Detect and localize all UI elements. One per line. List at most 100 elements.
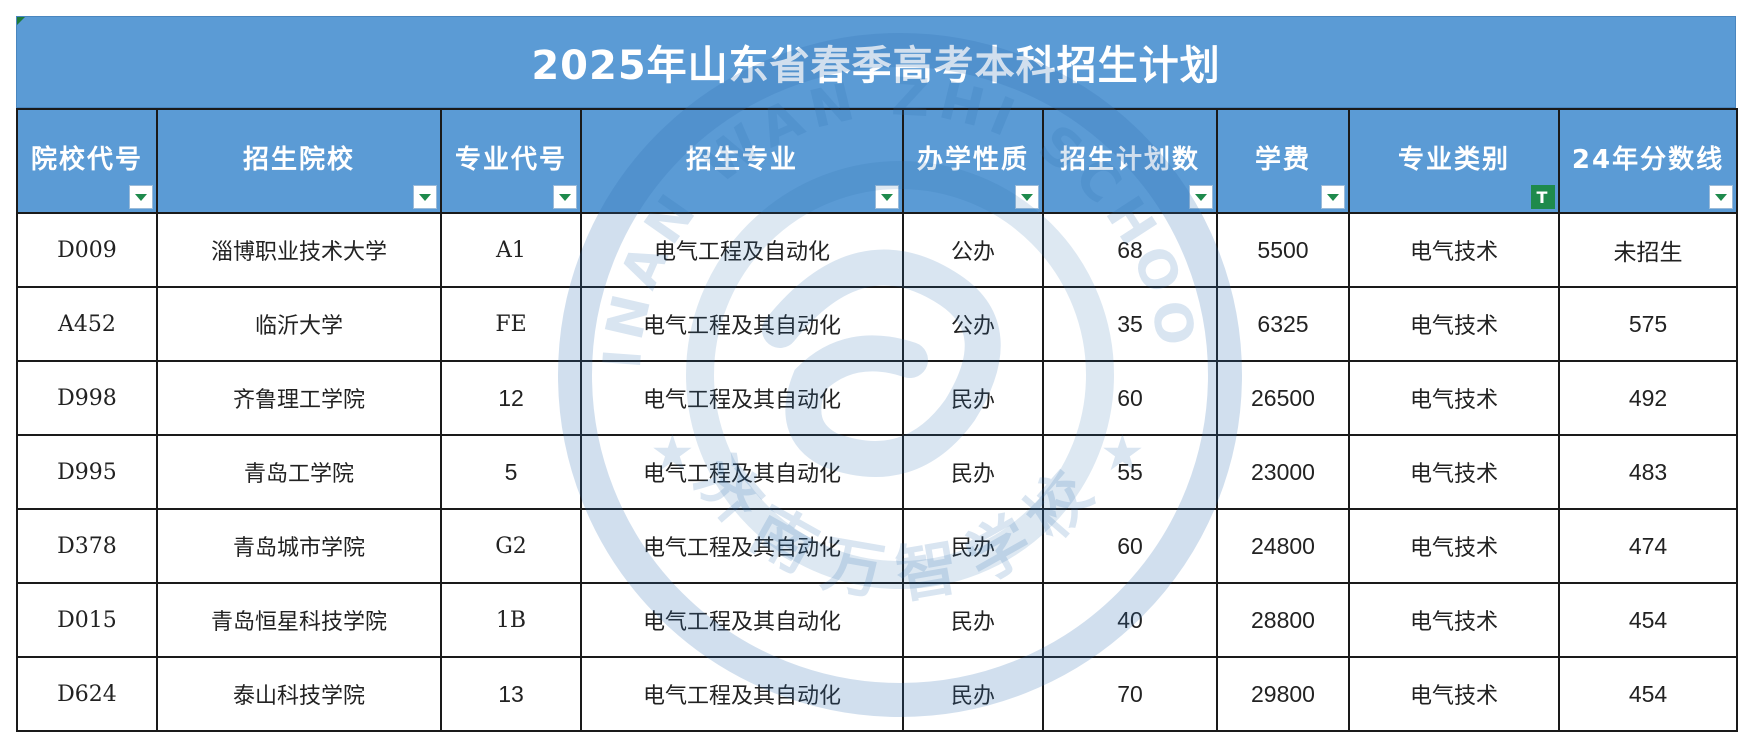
table-cell[interactable]: 青岛城市学院 bbox=[156, 508, 442, 584]
filter-dropdown-icon[interactable] bbox=[1321, 185, 1345, 209]
table-cell[interactable]: 24800 bbox=[1216, 508, 1350, 584]
table-cell[interactable]: 青岛工学院 bbox=[156, 434, 442, 510]
table-cell[interactable]: A452 bbox=[16, 286, 158, 362]
table-cell[interactable]: 电气技术 bbox=[1348, 360, 1560, 436]
table-cell[interactable]: 26500 bbox=[1216, 360, 1350, 436]
table-cell[interactable]: 55 bbox=[1042, 434, 1218, 510]
table-cell[interactable]: 公办 bbox=[902, 286, 1044, 362]
table-row: D624 泰山科技学院 13 电气工程及其自动化 民办 70 29800 电气技术 454 bbox=[16, 656, 1738, 732]
table-row: D015 青岛恒星科技学院 1B 电气工程及其自动化 民办 40 28800 电气技术 454 bbox=[16, 582, 1738, 658]
column-header-label: 专业代号 bbox=[454, 144, 567, 175]
table-cell[interactable]: 电气工程及自动化 bbox=[580, 212, 904, 288]
table-cell[interactable]: 民办 bbox=[902, 656, 1044, 732]
column-header: 专业代号 bbox=[440, 108, 582, 214]
filter-dropdown-icon[interactable] bbox=[875, 185, 899, 209]
column-header: 招生计划数 bbox=[1042, 108, 1218, 214]
filter-dropdown-icon[interactable] bbox=[1189, 185, 1213, 209]
table-cell[interactable]: 电气工程及其自动化 bbox=[580, 360, 904, 436]
table-cell[interactable]: 电气技术 bbox=[1348, 212, 1560, 288]
table-cell[interactable]: D998 bbox=[16, 360, 158, 436]
table-row: D009 淄博职业技术大学 A1 电气工程及自动化 公办 68 5500 电气技术 未招生 bbox=[16, 212, 1738, 288]
table-cell[interactable]: 29800 bbox=[1216, 656, 1350, 732]
table-row: D995 青岛工学院 5 电气工程及其自动化 民办 55 23000 电气技术 483 bbox=[16, 434, 1738, 510]
table-cell[interactable]: 淄博职业技术大学 bbox=[156, 212, 442, 288]
table-cell[interactable]: 电气技术 bbox=[1348, 434, 1560, 510]
table-cell[interactable]: 13 bbox=[440, 656, 582, 732]
table-cell[interactable]: D378 bbox=[16, 508, 158, 584]
column-header: 办学性质 bbox=[902, 108, 1044, 214]
table-cell[interactable]: 575 bbox=[1558, 286, 1738, 362]
column-header: 院校代号 bbox=[16, 108, 158, 214]
table-cell[interactable]: 70 bbox=[1042, 656, 1218, 732]
filter-dropdown-icon[interactable] bbox=[1015, 185, 1039, 209]
column-header-label: 招生专业 bbox=[685, 144, 798, 175]
table-cell[interactable]: 454 bbox=[1558, 582, 1738, 658]
column-header: 学费 bbox=[1216, 108, 1350, 214]
table-cell[interactable]: 电气工程及其自动化 bbox=[580, 434, 904, 510]
table-cell[interactable]: 民办 bbox=[902, 360, 1044, 436]
column-header: 招生院校 bbox=[156, 108, 442, 214]
table-cell[interactable]: 未招生 bbox=[1558, 212, 1738, 288]
table-cell[interactable]: 1B bbox=[440, 582, 582, 658]
table-row: D998 齐鲁理工学院 12 电气工程及其自动化 民办 60 26500 电气技术 492 bbox=[16, 360, 1738, 436]
sheet-title: 2025年山东省春季高考本科招生计划 bbox=[531, 43, 1221, 89]
table-cell[interactable]: 电气工程及其自动化 bbox=[580, 582, 904, 658]
table-cell[interactable]: 公办 bbox=[902, 212, 1044, 288]
table-cell[interactable]: FE bbox=[440, 286, 582, 362]
sheet-title-bar: 2025年山东省春季高考本科招生计划 bbox=[16, 16, 1736, 108]
table-cell[interactable]: 6325 bbox=[1216, 286, 1350, 362]
table-cell[interactable]: D015 bbox=[16, 582, 158, 658]
table-cell[interactable]: G2 bbox=[440, 508, 582, 584]
table-cell[interactable]: 474 bbox=[1558, 508, 1738, 584]
filter-dropdown-icon[interactable] bbox=[129, 185, 153, 209]
dropdown-arrow-icon bbox=[1327, 193, 1339, 201]
table-cell[interactable]: 68 bbox=[1042, 212, 1218, 288]
column-header-label: 学费 bbox=[1254, 144, 1311, 175]
table-cell[interactable]: 5 bbox=[440, 434, 582, 510]
dropdown-arrow-icon bbox=[881, 193, 893, 201]
column-header-label: 办学性质 bbox=[916, 144, 1029, 175]
table-cell[interactable]: 电气技术 bbox=[1348, 582, 1560, 658]
table-cell[interactable]: 35 bbox=[1042, 286, 1218, 362]
table-cell[interactable]: 23000 bbox=[1216, 434, 1350, 510]
table-cell[interactable]: 民办 bbox=[902, 508, 1044, 584]
table-cell[interactable]: 民办 bbox=[902, 582, 1044, 658]
table-cell[interactable]: 28800 bbox=[1216, 582, 1350, 658]
table-cell[interactable]: 5500 bbox=[1216, 212, 1350, 288]
spreadsheet: 2025年山东省春季高考本科招生计划 院校代号 招生院校 专业代号 招生专业 办学性质招… bbox=[16, 16, 1738, 732]
table-cell[interactable]: 492 bbox=[1558, 360, 1738, 436]
enrollment-table: 院校代号 招生院校 专业代号 招生专业 办学性质 招生计划数 学费 专业类别 T 24年分数线 D… bbox=[16, 108, 1738, 732]
table-cell[interactable]: 民办 bbox=[902, 434, 1044, 510]
table-cell[interactable]: D624 bbox=[16, 656, 158, 732]
table-cell[interactable]: 454 bbox=[1558, 656, 1738, 732]
table-cell[interactable]: 电气工程及其自动化 bbox=[580, 656, 904, 732]
table-cell[interactable]: 电气技术 bbox=[1348, 656, 1560, 732]
cell-corner-marker bbox=[17, 17, 25, 25]
table-cell[interactable]: A1 bbox=[440, 212, 582, 288]
active-filter-icon[interactable]: T bbox=[1531, 185, 1555, 209]
table-cell[interactable]: D009 bbox=[16, 212, 158, 288]
table-cell[interactable]: D995 bbox=[16, 434, 158, 510]
column-header-label: 专业类别 bbox=[1397, 144, 1510, 175]
table-cell[interactable]: 泰山科技学院 bbox=[156, 656, 442, 732]
table-cell[interactable]: 60 bbox=[1042, 508, 1218, 584]
column-header-label: 招生计划数 bbox=[1059, 144, 1200, 175]
filter-dropdown-icon[interactable] bbox=[413, 185, 437, 209]
dropdown-arrow-icon bbox=[1021, 193, 1033, 201]
table-cell[interactable]: 电气技术 bbox=[1348, 286, 1560, 362]
table-cell[interactable]: 青岛恒星科技学院 bbox=[156, 582, 442, 658]
table-cell[interactable]: 齐鲁理工学院 bbox=[156, 360, 442, 436]
filter-dropdown-icon[interactable] bbox=[1709, 185, 1733, 209]
table-cell[interactable]: 电气工程及其自动化 bbox=[580, 508, 904, 584]
table-cell[interactable]: 40 bbox=[1042, 582, 1218, 658]
table-cell[interactable]: 电气技术 bbox=[1348, 508, 1560, 584]
table-cell[interactable]: 电气工程及其自动化 bbox=[580, 286, 904, 362]
table-cell[interactable]: 483 bbox=[1558, 434, 1738, 510]
column-header: 专业类别 T bbox=[1348, 108, 1560, 214]
table-cell[interactable]: 60 bbox=[1042, 360, 1218, 436]
table-cell[interactable]: 12 bbox=[440, 360, 582, 436]
table-row: D378 青岛城市学院 G2 电气工程及其自动化 民办 60 24800 电气技术 474 bbox=[16, 508, 1738, 584]
table-cell[interactable]: 临沂大学 bbox=[156, 286, 442, 362]
filter-dropdown-icon[interactable] bbox=[553, 185, 577, 209]
table-row: A452 临沂大学 FE 电气工程及其自动化 公办 35 6325 电气技术 575 bbox=[16, 286, 1738, 362]
